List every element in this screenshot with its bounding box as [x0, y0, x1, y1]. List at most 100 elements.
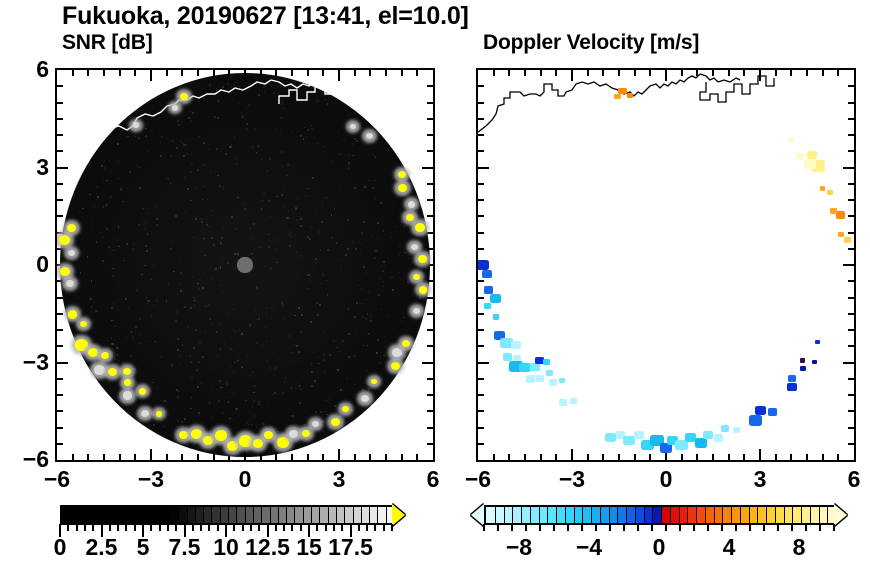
- colorbar-segment: [757, 507, 767, 523]
- snr-noise-speckle: [159, 356, 162, 359]
- axis-tick: [680, 454, 683, 460]
- colorbar-segment: [582, 507, 592, 523]
- snr-high-echo: [390, 362, 400, 371]
- snr-noise-speckle: [325, 399, 327, 401]
- snr-noise-speckle: [366, 299, 368, 301]
- snr-noise-speckle: [221, 151, 223, 153]
- colorbar-segment: [521, 507, 531, 523]
- axis-tick: [118, 70, 121, 76]
- snr-noise-speckle: [282, 304, 284, 307]
- axis-tick: [306, 70, 309, 76]
- snr-noise-speckle: [197, 169, 200, 172]
- doppler-echo-patch: [666, 436, 678, 446]
- snr-noise-speckle: [355, 302, 358, 305]
- snr-noise-speckle: [258, 400, 260, 402]
- snr-noise-speckle: [290, 313, 293, 315]
- snr-noise-speckle: [345, 376, 347, 378]
- snr-plot-panel[interactable]: [55, 68, 435, 462]
- snr-noise-speckle: [355, 329, 358, 331]
- snr-high-echo: [226, 440, 238, 451]
- doppler-colorbar-gradient: [484, 505, 837, 525]
- snr-noise-speckle: [360, 386, 363, 389]
- snr-noise-speckle: [299, 324, 301, 326]
- colorbar-segment: [203, 507, 212, 523]
- snr-noise-speckle: [176, 349, 180, 352]
- snr-noise-speckle: [268, 200, 270, 202]
- snr-noise-speckle: [233, 361, 236, 363]
- doppler-echo-patch: [755, 406, 767, 416]
- axis-tick: [422, 361, 433, 364]
- snr-high-echo: [413, 273, 420, 281]
- snr-noise-speckle: [355, 383, 357, 385]
- snr-noise-speckle: [338, 110, 340, 112]
- colorbar-segment: [564, 507, 575, 523]
- snr-noise-speckle: [410, 293, 412, 295]
- snr-noise-speckle: [406, 280, 409, 283]
- axis-tick: [57, 345, 63, 348]
- colorbar-segment: [178, 507, 188, 523]
- axis-tick: [478, 101, 484, 104]
- snr-noise-speckle: [305, 196, 307, 198]
- snr-noise-speckle: [316, 301, 319, 304]
- snr-mid-echo: [68, 249, 76, 257]
- doppler-echo-patch: [640, 440, 654, 451]
- colorbar-tick-label: 12.5: [245, 534, 290, 560]
- colorbar-segment-divider: [739, 507, 741, 523]
- colorbar-segment: [547, 507, 557, 523]
- axis-tick: [774, 70, 777, 76]
- snr-noise-speckle: [252, 223, 255, 225]
- doppler-echo-patch: [788, 137, 795, 142]
- snr-noise-speckle: [227, 82, 230, 85]
- snr-noise-speckle: [326, 103, 329, 105]
- snr-noise-speckle: [253, 391, 256, 394]
- doppler-echo-patch: [484, 303, 492, 310]
- snr-noise-speckle: [404, 252, 406, 254]
- snr-noise-speckle: [326, 249, 329, 252]
- axis-tick: [212, 70, 215, 76]
- colorbar-segment: [277, 507, 287, 523]
- snr-noise-speckle: [286, 163, 289, 166]
- snr-noise-speckle: [189, 407, 192, 410]
- snr-noise-speckle: [379, 362, 382, 364]
- snr-noise-speckle: [309, 238, 311, 240]
- colorbar-segment: [661, 507, 671, 523]
- snr-noise-speckle: [300, 314, 303, 316]
- snr-noise-speckle: [265, 359, 268, 362]
- axis-tick: [508, 70, 511, 76]
- snr-noise-speckle: [169, 382, 172, 385]
- axis-tick: [649, 70, 652, 76]
- snr-noise-speckle: [263, 192, 265, 195]
- snr-noise-speckle: [318, 362, 320, 365]
- doppler-plot-panel[interactable]: [476, 68, 856, 462]
- snr-noise-speckle: [314, 258, 317, 261]
- snr-noise-speckle: [264, 91, 265, 93]
- axis-tick: [848, 377, 854, 380]
- snr-noise-speckle: [191, 153, 193, 155]
- snr-noise-speckle: [177, 225, 180, 228]
- colorbar-tick: [258, 524, 261, 531]
- colorbar-segment-divider: [722, 507, 724, 523]
- snr-noise-speckle: [200, 382, 203, 385]
- snr-noise-speckle: [246, 259, 249, 261]
- colorbar-tick: [324, 524, 327, 531]
- colorbar-segment-divider: [774, 507, 776, 523]
- snr-noise-speckle: [284, 186, 286, 189]
- axis-tick: [759, 449, 761, 460]
- doppler-echo-patch: [843, 236, 851, 243]
- snr-noise-speckle: [250, 391, 253, 394]
- snr-noise-speckle: [117, 226, 120, 228]
- snr-noise-speckle: [103, 166, 106, 169]
- snr-noise-speckle: [347, 218, 350, 221]
- snr-mid-echo: [172, 105, 179, 111]
- doppler-echo-patch: [508, 360, 523, 372]
- snr-noise-speckle: [313, 180, 314, 181]
- snr-noise-speckle: [370, 320, 373, 322]
- snr-noise-speckle: [250, 375, 252, 377]
- snr-high-echo: [74, 338, 88, 351]
- snr-noise-speckle: [353, 137, 356, 140]
- snr-noise-speckle: [226, 248, 227, 249]
- snr-noise-speckle: [400, 221, 403, 223]
- snr-noise-speckle: [222, 185, 225, 188]
- snr-noise-speckle: [244, 426, 246, 428]
- axis-tick: [602, 70, 605, 76]
